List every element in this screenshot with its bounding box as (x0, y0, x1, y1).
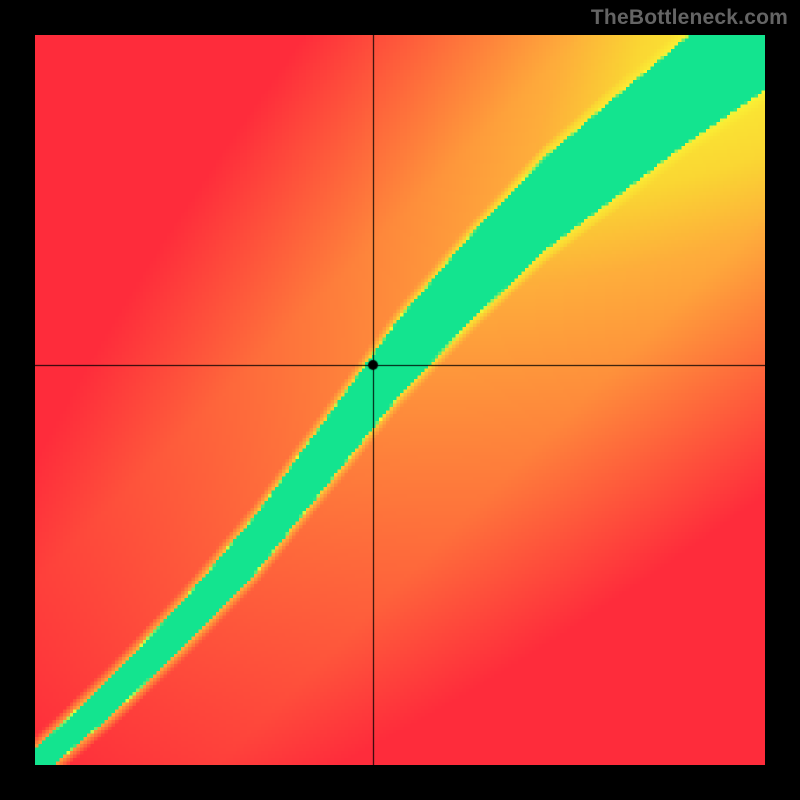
chart-container: { "watermark": { "text": "TheBottleneck.… (0, 0, 800, 800)
watermark-text: TheBottleneck.com (591, 6, 788, 30)
bottleneck-heatmap (35, 35, 765, 765)
